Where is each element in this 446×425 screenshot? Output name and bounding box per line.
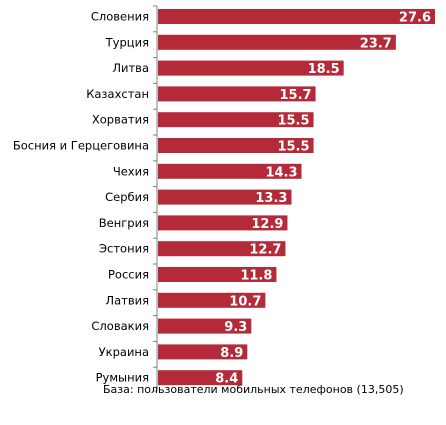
category-label: Казахстан <box>86 87 149 101</box>
category-labels: Словения Турция Литва Казахстан Хорватия Босн… <box>13 10 149 385</box>
value-label: 23.7 <box>360 36 392 51</box>
category-label: Хорватия <box>92 113 149 127</box>
bar <box>158 163 302 179</box>
category-label: Словакия <box>91 319 149 333</box>
value-label: 11.8 <box>240 269 272 284</box>
category-label: Сербия <box>105 190 149 204</box>
bar <box>158 60 344 76</box>
bar <box>158 138 314 153</box>
category-label: Россия <box>108 268 149 282</box>
category-label: Босния и Герцеговина <box>13 139 149 153</box>
category-label: Украина <box>99 345 149 359</box>
axis-layer <box>153 5 158 392</box>
value-label: 14.3 <box>265 165 297 180</box>
value-label: 8.9 <box>220 346 243 361</box>
value-label: 12.9 <box>251 217 283 232</box>
bar <box>158 318 252 334</box>
category-label: Чехия <box>113 164 149 178</box>
bar <box>158 189 292 205</box>
value-label: 15.5 <box>277 140 309 155</box>
category-label: Латвия <box>105 293 149 307</box>
bar <box>158 112 314 128</box>
category-label: Литва <box>112 61 149 75</box>
bar <box>158 34 396 50</box>
bar <box>158 215 288 231</box>
value-label: 9.3 <box>224 320 247 335</box>
value-labels: 27.6 23.7 18.5 15.7 15.5 15.5 14.3 13.3 12.9 12.7… <box>215 11 431 387</box>
value-label: 12.7 <box>249 243 281 258</box>
value-label: 8.4 <box>215 372 238 387</box>
value-label: 18.5 <box>308 62 340 77</box>
value-label: 15.5 <box>277 114 309 129</box>
value-label: 15.7 <box>279 88 311 103</box>
bar <box>158 267 277 282</box>
category-label: Турция <box>105 35 149 49</box>
category-label: Словения <box>91 10 149 24</box>
bar <box>158 292 266 308</box>
base-footnote: База: пользователи мобильных телефонов (… <box>103 383 404 396</box>
value-label: 10.7 <box>229 294 261 309</box>
bars-layer <box>158 9 435 386</box>
bar <box>158 9 435 24</box>
bar <box>158 370 243 386</box>
bar <box>158 344 248 360</box>
category-label: Венгрия <box>99 216 149 230</box>
value-label: 27.6 <box>399 11 431 26</box>
bar <box>158 241 286 257</box>
value-label: 13.3 <box>255 191 287 206</box>
bar <box>158 86 316 102</box>
category-label: Эстония <box>99 242 149 256</box>
category-label: Румыния <box>96 371 149 385</box>
